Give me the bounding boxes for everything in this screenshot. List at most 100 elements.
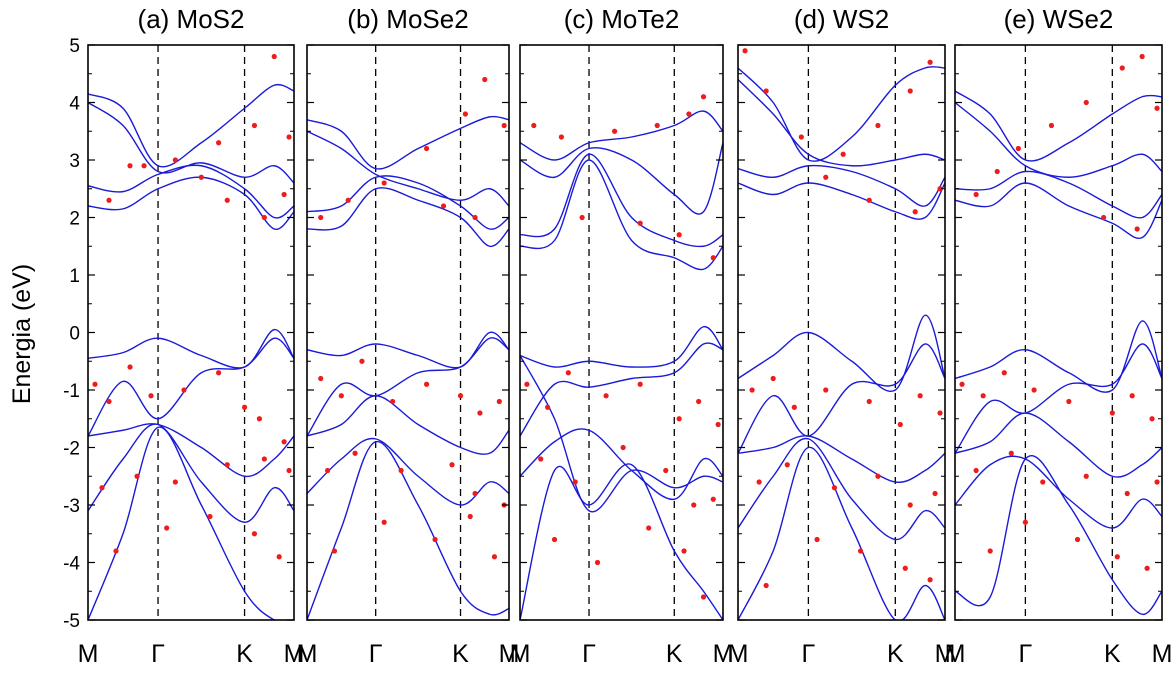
- data-point: [256, 416, 262, 422]
- band-line: [307, 331, 509, 369]
- data-point: [611, 128, 618, 134]
- data-point: [937, 186, 943, 192]
- data-point: [814, 536, 820, 543]
- band-line: [520, 342, 723, 437]
- x-tick-label: K: [1104, 640, 1121, 668]
- band-line: [738, 164, 945, 207]
- x-tick-label: K: [666, 640, 683, 668]
- data-point: [579, 214, 585, 221]
- data-point: [251, 531, 258, 537]
- data-point: [381, 519, 387, 525]
- data-point: [524, 381, 530, 387]
- data-point: [423, 381, 430, 387]
- y-axis-label: Energia (eV): [8, 264, 36, 404]
- band-line: [307, 130, 509, 207]
- panel-frame: [737, 44, 946, 621]
- x-tick-label: M: [510, 640, 531, 668]
- data-point: [565, 370, 571, 376]
- bands: [88, 53, 294, 620]
- data-point: [551, 536, 558, 543]
- data-point: [381, 180, 387, 186]
- data-point: [866, 197, 872, 203]
- panel-title: (b) MoSe2: [347, 4, 468, 34]
- data-point: [742, 48, 748, 54]
- band-line: [88, 176, 294, 230]
- data-point: [318, 214, 324, 221]
- band-line: [738, 435, 945, 483]
- data-point: [113, 548, 119, 554]
- band-line: [88, 164, 294, 219]
- band-line: [738, 446, 945, 620]
- data-point: [276, 554, 282, 560]
- data-point: [959, 381, 965, 387]
- data-point: [198, 174, 204, 180]
- data-point: [686, 111, 692, 117]
- data-point: [763, 88, 769, 94]
- data-point: [241, 404, 248, 410]
- bands: [307, 76, 509, 620]
- data-point: [134, 473, 140, 479]
- data-point: [496, 398, 502, 405]
- data-point: [917, 393, 923, 399]
- data-point: [857, 548, 864, 554]
- data-point: [646, 525, 652, 531]
- band-line: [520, 142, 723, 215]
- data-point: [700, 594, 707, 600]
- data-point: [663, 467, 669, 474]
- band-line: [88, 426, 294, 620]
- data-point: [449, 462, 455, 468]
- data-point: [973, 467, 979, 474]
- y-tick-label: 5: [69, 36, 80, 57]
- data-point: [1154, 479, 1160, 485]
- band-line: [955, 90, 1162, 162]
- data-point: [654, 122, 660, 129]
- data-point: [932, 490, 938, 497]
- data-point: [1031, 387, 1037, 393]
- band-line: [738, 343, 945, 454]
- data-point: [749, 387, 755, 393]
- data-point: [840, 151, 846, 157]
- x-tick-label: M: [297, 640, 318, 668]
- data-point: [216, 140, 222, 146]
- data-point: [897, 421, 903, 428]
- data-point: [1015, 145, 1021, 152]
- data-point: [472, 490, 478, 497]
- data-point: [338, 393, 344, 399]
- data-point: [620, 444, 626, 451]
- band-line: [955, 182, 1162, 240]
- data-point: [1083, 473, 1089, 479]
- band-line: [738, 182, 945, 220]
- data-point: [1008, 450, 1014, 456]
- panel-frame: [306, 44, 510, 621]
- data-point: [927, 577, 933, 583]
- y-tick-label: 2: [69, 209, 80, 230]
- data-point: [823, 387, 829, 393]
- data-point: [457, 393, 464, 399]
- data-point: [491, 554, 498, 560]
- data-point: [1001, 370, 1007, 376]
- band-line: [88, 101, 294, 184]
- band-line: [955, 343, 1162, 454]
- data-point: [1048, 122, 1055, 129]
- data-point: [696, 398, 702, 405]
- data-point: [798, 134, 804, 140]
- data-point: [467, 513, 473, 520]
- data-point: [281, 191, 287, 198]
- band-line: [88, 423, 294, 478]
- x-tick-label: Γ: [1018, 640, 1032, 668]
- x-tick-label: M: [284, 640, 305, 668]
- data-point: [1074, 536, 1081, 543]
- data-point: [172, 157, 178, 163]
- data-point: [1129, 393, 1135, 399]
- x-tick-label: Γ: [151, 640, 165, 668]
- band-line: [307, 115, 509, 170]
- data-point: [994, 168, 1000, 175]
- band-line: [88, 423, 294, 523]
- data-point: [681, 548, 687, 554]
- band-line: [520, 355, 723, 513]
- data-point: [92, 381, 98, 387]
- data-point: [710, 496, 716, 502]
- y-tick-label: -3: [63, 496, 80, 517]
- x-tick-label: M: [935, 640, 956, 668]
